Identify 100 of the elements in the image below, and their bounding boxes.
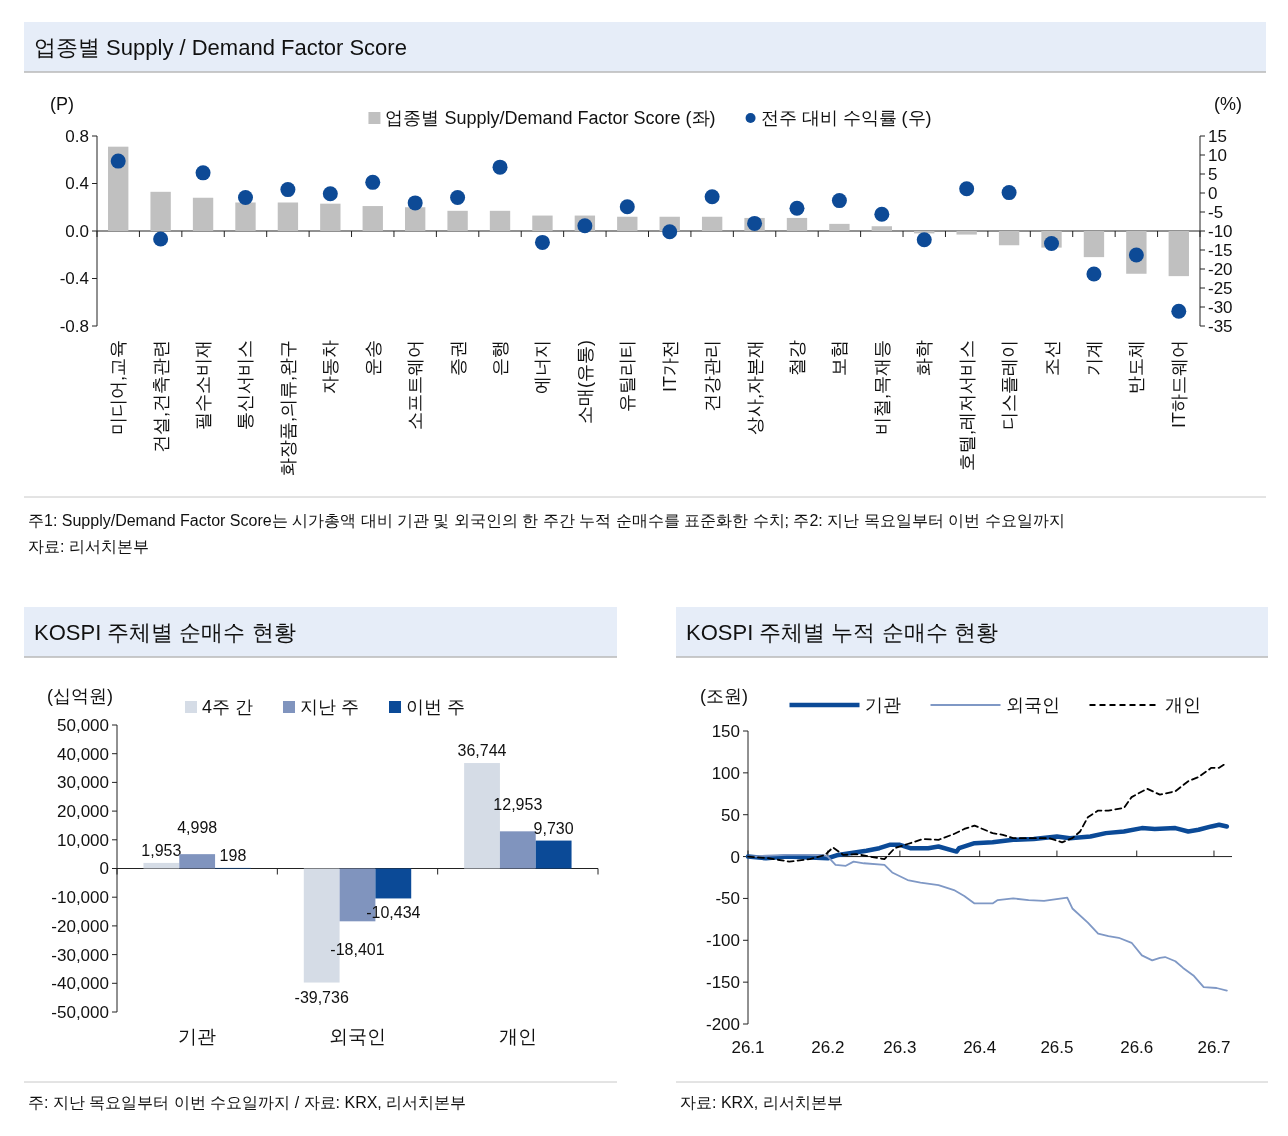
point — [492, 159, 508, 175]
x-tick-label: 운송 — [362, 340, 383, 376]
legend-label: 기관 — [864, 695, 901, 715]
text: 주: 지난 목요일부터 이번 수요일까지 / 자료: KRX, 리서치본부 — [28, 1094, 467, 1111]
point — [831, 193, 847, 209]
x-tick-label: 증권 — [447, 340, 468, 376]
y2-tick-label: -5 — [1208, 202, 1224, 222]
text: 자료: 리서치본부 — [28, 538, 149, 555]
bar — [998, 231, 1020, 246]
data-label: 9,730 — [533, 819, 574, 837]
x-tick-label: 통신서비스 — [235, 340, 256, 430]
y-tick-label: 150 — [711, 721, 740, 741]
y-tick-label: 50 — [721, 805, 740, 825]
y-tick-label: -200 — [705, 1014, 740, 1034]
y-axis-title: (P) — [50, 94, 74, 114]
bar — [277, 202, 299, 231]
x-tick-label: 반도체 — [1126, 340, 1147, 394]
y-tick-label: -40,000 — [51, 974, 109, 994]
legend-label: 외국인 — [1005, 695, 1060, 715]
data-label: 198 — [219, 846, 247, 864]
y2-tick-label: 0 — [1208, 183, 1218, 203]
bar — [404, 207, 426, 231]
legend-label: 이번 주 — [406, 697, 466, 717]
point — [874, 206, 890, 222]
x-tick-label: 상사,자본재 — [744, 340, 765, 436]
chart-title: 업종별 Supply / Demand Factor Score — [34, 35, 407, 60]
data-label: 36,744 — [457, 742, 507, 760]
x-tick-label: 호텔,레저서비스 — [956, 340, 977, 472]
y-tick-label: 10,000 — [57, 830, 109, 850]
y-tick-label: 50,000 — [57, 715, 109, 735]
bar — [532, 215, 553, 231]
x-tick-label: IT가전 — [659, 340, 680, 392]
x-tick-label: 26.1 — [731, 1038, 765, 1057]
bar — [150, 191, 171, 231]
bar — [1083, 231, 1105, 258]
bar — [786, 217, 808, 231]
y-tick-label: 100 — [711, 763, 740, 783]
y-tick-label: 0.4 — [65, 174, 89, 194]
point — [1086, 266, 1102, 282]
y2-tick-label: -15 — [1208, 240, 1233, 260]
y-tick-label: 0.8 — [65, 126, 89, 146]
y2-tick-label: -20 — [1208, 259, 1233, 279]
point — [916, 232, 932, 248]
x-tick-label: 철강 — [786, 340, 807, 376]
x-tick-label: 은행 — [490, 340, 511, 376]
bar — [535, 840, 572, 869]
point — [704, 189, 720, 205]
bar — [143, 862, 180, 869]
point — [959, 181, 975, 197]
y-tick-label: 0.0 — [65, 221, 89, 241]
bar — [1168, 231, 1189, 277]
x-tick-label: 26.4 — [963, 1038, 997, 1057]
data-label: 1,953 — [141, 841, 182, 859]
bar — [871, 226, 893, 231]
y-axis-title: (십억원) — [47, 686, 113, 706]
bar — [320, 203, 341, 231]
y2-axis-title: (%) — [1214, 94, 1242, 114]
bar — [617, 216, 638, 231]
point — [534, 234, 550, 250]
x-tick-label: 필수소비재 — [193, 340, 214, 430]
legend-label: 4주 간 — [201, 697, 253, 717]
y-tick-label: 0 — [730, 847, 740, 867]
bar — [235, 202, 256, 231]
x-tick-label: 건강관리 — [702, 340, 723, 412]
point — [195, 165, 211, 181]
y2-tick-label: -25 — [1208, 278, 1233, 298]
bar — [362, 206, 383, 231]
y-tick-label: 30,000 — [57, 773, 109, 793]
y2-tick-label: 5 — [1208, 164, 1218, 184]
point — [365, 174, 381, 190]
y2-tick-label: -10 — [1208, 221, 1233, 241]
data-label: -10,434 — [366, 904, 421, 922]
point — [237, 190, 253, 206]
line-series — [747, 761, 1228, 863]
chart-title: KOSPI 주체별 누적 순매수 현황 — [686, 620, 998, 645]
x-tick-label: 유틸리티 — [617, 340, 638, 412]
x-tick-label: 외국인 — [329, 1026, 386, 1047]
y-tick-label: 20,000 — [57, 802, 109, 822]
point — [619, 199, 635, 215]
x-tick-label: 개인 — [498, 1026, 537, 1047]
y-tick-label: -50,000 — [51, 1002, 109, 1022]
x-tick-label: 소프트웨어 — [405, 340, 426, 430]
data-label: 12,953 — [493, 796, 543, 814]
x-tick-label: 비철,목재등 — [871, 340, 892, 436]
x-tick-label: 에너지 — [532, 340, 553, 394]
bar — [489, 210, 511, 231]
x-tick-label: 26.3 — [883, 1038, 917, 1057]
bar — [192, 197, 214, 231]
bar — [956, 231, 977, 235]
y-axis-title: (조원) — [700, 686, 748, 706]
y2-tick-label: 15 — [1208, 126, 1227, 146]
y-tick-label: -0.4 — [59, 269, 89, 289]
x-tick-label: IT하드웨어 — [1168, 340, 1189, 428]
y-tick-label: -10,000 — [51, 888, 109, 908]
bar — [447, 210, 468, 231]
x-tick-label: 디스플레이 — [999, 340, 1020, 430]
x-tick-label: 26.7 — [1197, 1038, 1231, 1057]
data-label: -18,401 — [330, 941, 385, 959]
bar — [499, 831, 536, 869]
point — [153, 231, 169, 247]
